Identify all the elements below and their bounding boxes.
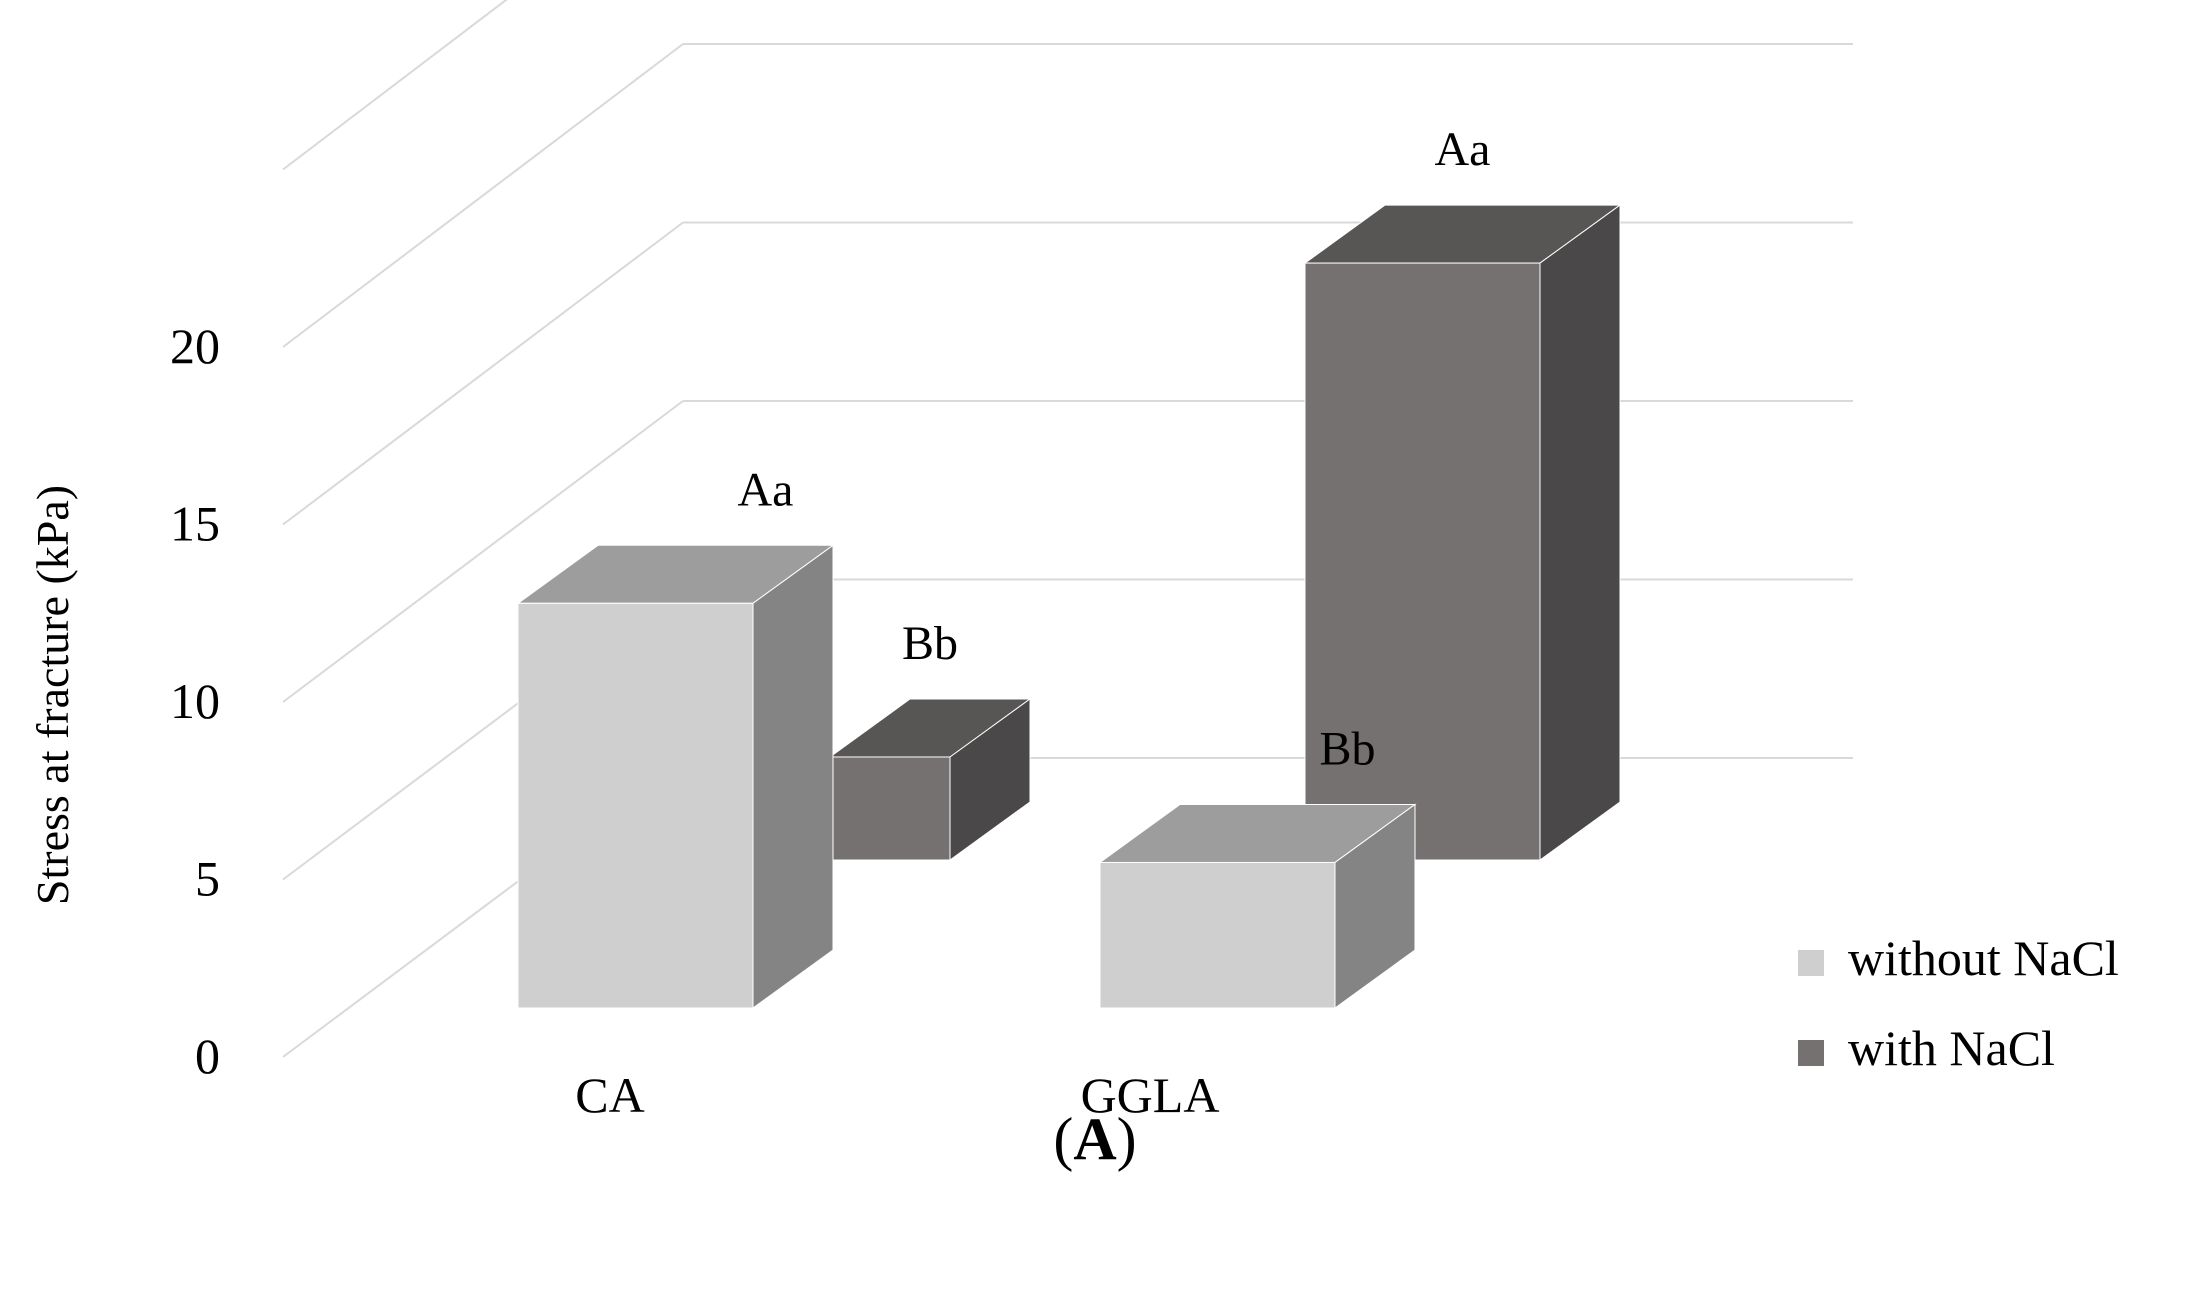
legend-label: without NaCl — [1848, 930, 2119, 986]
bar-side-face — [1539, 204, 1621, 861]
gridline-side — [282, 221, 684, 526]
y-axis-title: Stress at fracture (kPa) — [27, 485, 78, 905]
legend: without NaCl with NaCl — [1798, 930, 2119, 1076]
legend-swatch — [1798, 1040, 1824, 1066]
y-tick-label: 20 — [170, 318, 220, 374]
bar-front-face — [517, 602, 754, 1009]
bar-label: Bb — [902, 617, 958, 670]
y-tick-label: 10 — [170, 673, 220, 729]
chart-labels: 0 5 10 15 20 Bb Aa Aa Bb CA GGLA — [170, 123, 1490, 1123]
y-tick-label: 0 — [195, 1028, 220, 1084]
gridline-side — [282, 0, 508, 171]
gridline-side — [282, 43, 684, 348]
bar-front-face — [829, 756, 951, 861]
chart-bars — [516, 204, 1622, 1009]
bar-with-nacl-ca — [828, 697, 1032, 861]
bar-label: Aa — [738, 463, 794, 516]
x-tick-label: CA — [575, 1067, 644, 1123]
bar-front-face — [1099, 861, 1336, 1009]
legend-swatch — [1798, 950, 1824, 976]
bar-without-nacl-ggla — [1098, 803, 1417, 1009]
x-tick-label: GGLA — [1081, 1067, 1220, 1123]
bar-front-face — [1304, 262, 1541, 861]
bar-label: Aa — [1435, 123, 1491, 176]
bar-side-face — [752, 544, 834, 1009]
panel-label: (A) — [1053, 1106, 1137, 1172]
gridline-side — [282, 400, 684, 703]
bar-without-nacl-ca — [516, 544, 835, 1009]
bar-with-nacl-ggla — [1303, 204, 1622, 861]
y-tick-label: 5 — [195, 851, 220, 907]
bar-label: Bb — [1319, 722, 1375, 775]
legend-label: with NaCl — [1848, 1020, 2055, 1076]
y-tick-label: 15 — [170, 496, 220, 552]
